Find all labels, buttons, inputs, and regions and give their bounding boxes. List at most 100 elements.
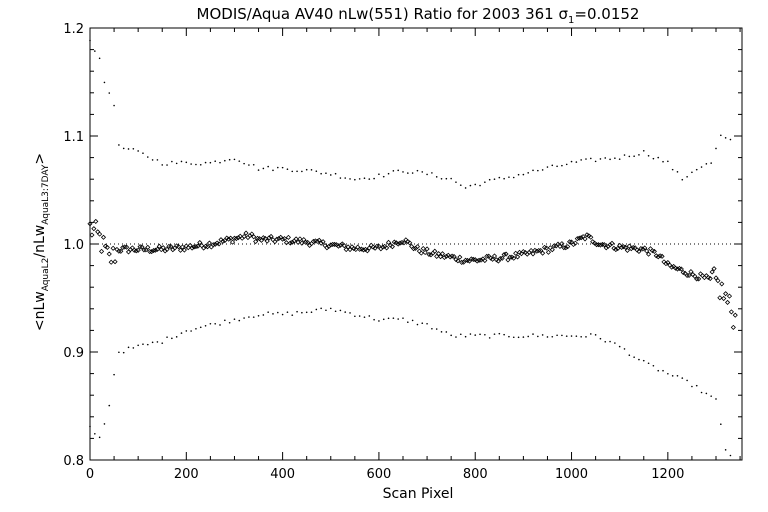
mean-ratio-point xyxy=(276,235,282,242)
lower-band-point xyxy=(180,332,183,334)
upper-band-point xyxy=(402,171,404,173)
mean-ratio-point xyxy=(609,240,615,246)
upper-band-point xyxy=(445,177,448,180)
mean-ratio-point xyxy=(578,235,584,241)
lower-band-point xyxy=(488,337,491,339)
lower-band-point xyxy=(175,336,178,338)
upper-band-point xyxy=(469,184,472,187)
upper-band-point xyxy=(498,176,501,179)
upper-band-point xyxy=(257,169,260,171)
lower-band-point xyxy=(609,340,611,343)
lower-band-point xyxy=(344,311,347,313)
mean-ratio-point xyxy=(619,244,625,250)
mean-ratio-point xyxy=(116,248,122,254)
lower-band-point xyxy=(700,391,703,394)
upper-band-point xyxy=(570,160,573,163)
mean-ratio-point xyxy=(401,240,407,246)
mean-ratio-point xyxy=(624,247,630,253)
mean-ratio-point xyxy=(164,246,170,252)
upper-band-point xyxy=(527,172,529,174)
upper-band-point xyxy=(724,137,727,139)
upper-band-point xyxy=(705,163,708,165)
upper-band-point xyxy=(561,164,563,167)
upper-band-point xyxy=(517,173,520,176)
lower-band-point xyxy=(421,322,424,325)
upper-band-point xyxy=(209,161,212,164)
upper-band-point xyxy=(464,187,467,189)
lower-band-point xyxy=(724,449,727,451)
lower-band-point xyxy=(435,328,438,330)
mean-ratio-point xyxy=(441,254,447,261)
mean-ratio-point xyxy=(229,239,236,245)
upper-band-point xyxy=(556,165,558,168)
mean-ratio-point xyxy=(389,244,395,250)
mean-ratio-point xyxy=(177,247,184,253)
lower-band-point xyxy=(628,354,631,356)
mean-ratio-point xyxy=(459,259,465,265)
mean-ratio-point xyxy=(489,256,496,262)
mean-ratio-point xyxy=(357,246,363,252)
plot-area: 0 200 400 600 800 1000 1200 0.8 0.9 1.0 1.1 1.2 xyxy=(63,22,743,482)
mean-ratio-point xyxy=(724,299,731,305)
lower-band-point xyxy=(676,375,679,377)
mean-ratio-point xyxy=(149,249,155,255)
lower-band-point xyxy=(589,333,592,335)
mean-ratio-point xyxy=(176,244,182,250)
lower-band-point xyxy=(484,333,486,336)
mean-ratio-point xyxy=(150,248,157,254)
mean-ratio-point xyxy=(719,281,725,287)
x-tick-label: 400 xyxy=(270,467,295,482)
lower-band-point xyxy=(156,341,159,343)
lower-band-point xyxy=(98,436,101,439)
mean-ratio-point xyxy=(538,247,544,254)
upper-band-point xyxy=(512,176,515,179)
lower-band-point xyxy=(272,313,274,315)
upper-band-point xyxy=(94,50,96,52)
upper-band-point xyxy=(484,181,486,183)
mean-ratio-point xyxy=(283,240,290,246)
upper-band-point xyxy=(407,172,409,174)
lower-band-point xyxy=(161,342,164,344)
upper-band-point xyxy=(252,163,255,166)
upper-band-point xyxy=(493,178,496,180)
mean-ratio-point xyxy=(472,257,478,263)
lower-band-point xyxy=(301,311,303,314)
mean-ratio-point xyxy=(559,241,565,247)
mean-ratio-point xyxy=(484,253,490,259)
mean-ratio-point xyxy=(193,244,199,250)
lower-band-point xyxy=(498,332,501,335)
lower-band-point xyxy=(296,310,298,313)
mean-ratio-point xyxy=(669,264,675,270)
upper-band-point xyxy=(156,159,159,161)
mean-ratio-point xyxy=(511,255,517,261)
lower-band-point xyxy=(445,331,448,333)
mean-ratio-point xyxy=(191,244,197,250)
upper-band-point xyxy=(339,177,342,179)
upper-band-point xyxy=(589,157,592,160)
upper-band-point xyxy=(228,158,231,161)
mean-ratio-point xyxy=(636,248,642,255)
upper-band-point xyxy=(161,164,164,166)
mean-ratio-point xyxy=(241,233,247,240)
lower-band-point xyxy=(537,335,539,338)
mean-ratio-point xyxy=(628,246,634,252)
upper-band-point xyxy=(585,158,587,160)
mean-ratio-point xyxy=(582,236,588,242)
mean-ratio-point xyxy=(160,245,166,251)
lower-band-point xyxy=(642,359,645,362)
upper-band-point xyxy=(267,165,269,168)
upper-band-point xyxy=(537,169,539,172)
lower-band-point xyxy=(522,336,525,338)
mean-ratio-point xyxy=(692,273,698,279)
lower-band-point xyxy=(517,336,520,339)
lower-band-point xyxy=(276,311,279,314)
mean-ratio-point xyxy=(268,233,274,240)
mean-ratio-point xyxy=(297,236,303,242)
mean-ratio-point xyxy=(603,245,609,251)
upper-band-point xyxy=(676,171,679,173)
upper-band-point xyxy=(204,161,207,164)
mean-ratio-point xyxy=(195,243,201,249)
x-tick-label: 1200 xyxy=(651,467,684,482)
upper-band-point xyxy=(700,166,703,168)
upper-band-point xyxy=(378,173,380,176)
